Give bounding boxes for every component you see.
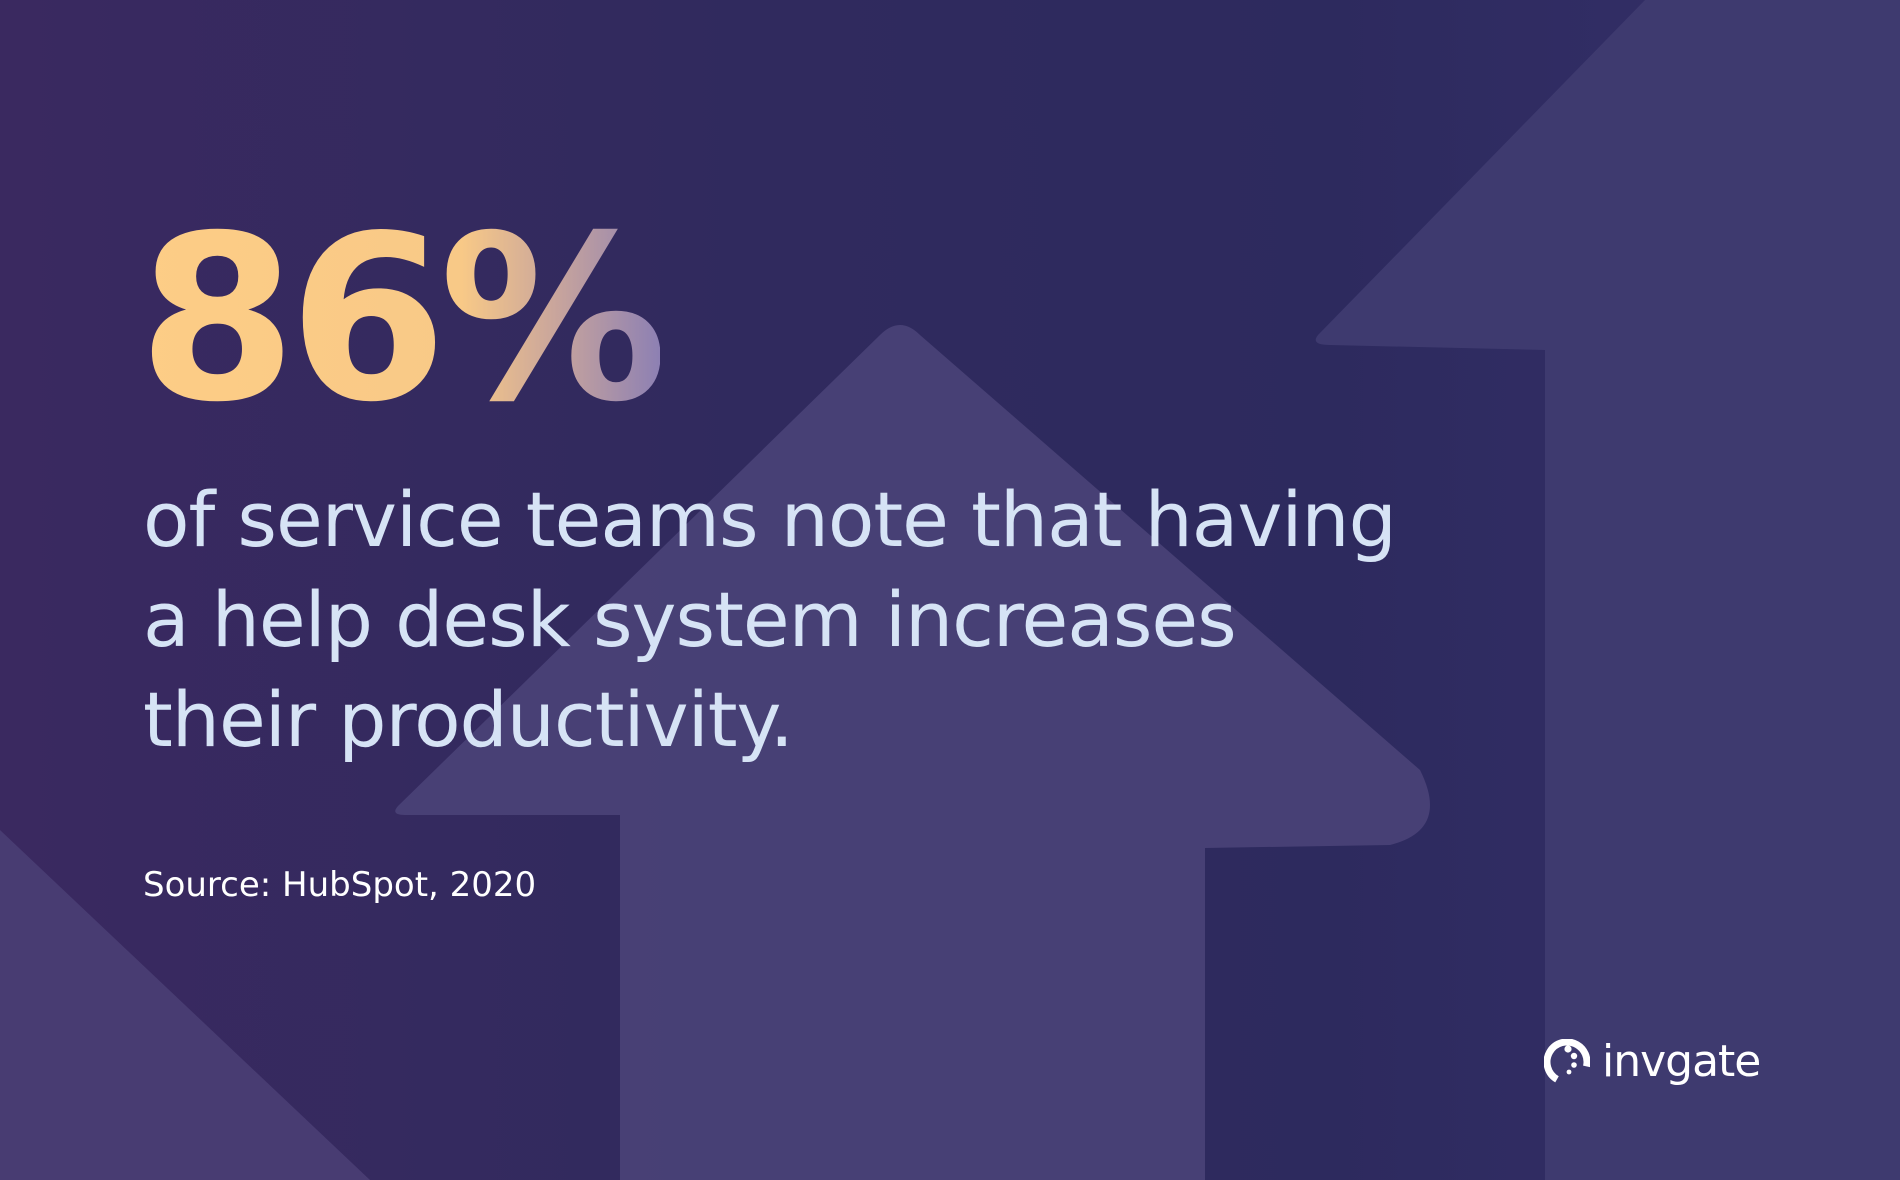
statement-text: of service teams note that having a help… bbox=[143, 470, 1563, 770]
up-arrow-shape-right bbox=[1315, 0, 1900, 1180]
up-arrow-shape-left bbox=[0, 830, 370, 1180]
statement-line: their productivity. bbox=[143, 675, 794, 764]
up-arrow-shape-center bbox=[395, 325, 1430, 1180]
invgate-logo-icon bbox=[1544, 1039, 1590, 1085]
brand-name: invgate bbox=[1602, 1036, 1761, 1087]
statement-line: of service teams note that having bbox=[143, 475, 1397, 564]
headline-stat: 86% bbox=[138, 186, 668, 452]
brand-logo: invgate bbox=[1544, 1034, 1761, 1090]
statement-line: a help desk system increases bbox=[143, 575, 1237, 664]
source-citation: Source: HubSpot, 2020 bbox=[143, 865, 537, 905]
